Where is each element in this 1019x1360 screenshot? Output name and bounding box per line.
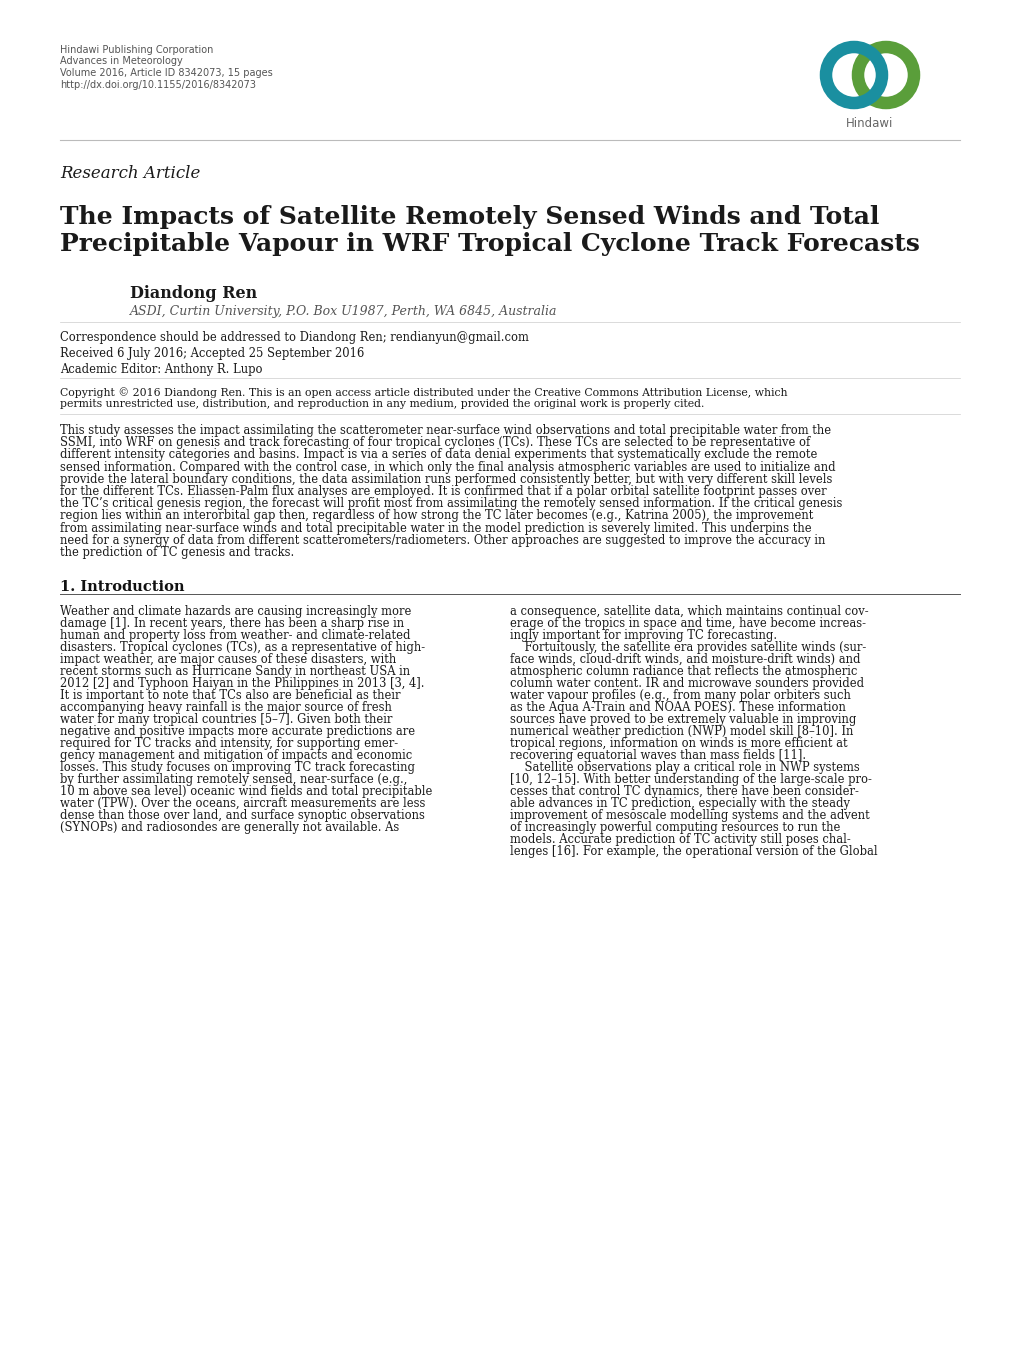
Text: (SYNOPs) and radiosondes are generally not available. As: (SYNOPs) and radiosondes are generally n…	[60, 821, 398, 834]
Text: need for a synergy of data from different scatterometers/radiometers. Other appr: need for a synergy of data from differen…	[60, 533, 824, 547]
Text: from assimilating near-surface winds and total precipitable water in the model p: from assimilating near-surface winds and…	[60, 522, 811, 534]
Text: Academic Editor: Anthony R. Lupo: Academic Editor: Anthony R. Lupo	[60, 363, 262, 375]
Text: 10 m above sea level) oceanic wind fields and total precipitable: 10 m above sea level) oceanic wind field…	[60, 785, 432, 798]
Text: models. Accurate prediction of TC activity still poses chal-: models. Accurate prediction of TC activi…	[510, 834, 850, 846]
Text: Fortuitously, the satellite era provides satellite winds (sur-: Fortuitously, the satellite era provides…	[510, 641, 865, 654]
Text: Correspondence should be addressed to Diandong Ren; rendianyun@gmail.com: Correspondence should be addressed to Di…	[60, 330, 529, 344]
Text: face winds, cloud-drift winds, and moisture-drift winds) and: face winds, cloud-drift winds, and moist…	[510, 653, 860, 666]
Text: the prediction of TC genesis and tracks.: the prediction of TC genesis and tracks.	[60, 545, 293, 559]
Text: disasters. Tropical cyclones (TCs), as a representative of high-: disasters. Tropical cyclones (TCs), as a…	[60, 641, 425, 654]
Text: Advances in Meteorology: Advances in Meteorology	[60, 57, 182, 67]
Text: lenges [16]. For example, the operational version of the Global: lenges [16]. For example, the operationa…	[510, 845, 876, 858]
Text: dense than those over land, and surface synoptic observations: dense than those over land, and surface …	[60, 809, 425, 823]
Text: sensed information. Compared with the control case, in which only the final anal: sensed information. Compared with the co…	[60, 461, 835, 473]
Text: Research Article: Research Article	[60, 165, 200, 182]
Text: It is important to note that TCs also are beneficial as their: It is important to note that TCs also ar…	[60, 690, 400, 702]
Text: atmospheric column radiance that reflects the atmospheric: atmospheric column radiance that reflect…	[510, 665, 857, 679]
Text: Hindawi Publishing Corporation: Hindawi Publishing Corporation	[60, 45, 213, 54]
Text: for the different TCs. Eliassen-Palm flux analyses are employed. It is confirmed: for the different TCs. Eliassen-Palm flu…	[60, 486, 825, 498]
Text: permits unrestricted use, distribution, and reproduction in any medium, provided: permits unrestricted use, distribution, …	[60, 398, 704, 409]
Text: This study assesses the impact assimilating the scatterometer near-surface wind : This study assesses the impact assimilat…	[60, 424, 830, 437]
Text: water for many tropical countries [5–7]. Given both their: water for many tropical countries [5–7].…	[60, 713, 392, 726]
Text: human and property loss from weather- and climate-related: human and property loss from weather- an…	[60, 630, 410, 642]
Text: damage [1]. In recent years, there has been a sharp rise in: damage [1]. In recent years, there has b…	[60, 617, 404, 630]
Text: column water content. IR and microwave sounders provided: column water content. IR and microwave s…	[510, 677, 863, 691]
Text: ASDI, Curtin University, P.O. Box U1987, Perth, WA 6845, Australia: ASDI, Curtin University, P.O. Box U1987,…	[129, 305, 557, 318]
Text: Received 6 July 2016; Accepted 25 September 2016: Received 6 July 2016; Accepted 25 Septem…	[60, 347, 364, 360]
Text: able advances in TC prediction, especially with the steady: able advances in TC prediction, especial…	[510, 797, 849, 811]
Text: the TC’s critical genesis region, the forecast will profit most from assimilatin: the TC’s critical genesis region, the fo…	[60, 498, 842, 510]
Text: required for TC tracks and intensity, for supporting emer-: required for TC tracks and intensity, fo…	[60, 737, 397, 751]
Text: SSMI, into WRF on genesis and track forecasting of four tropical cyclones (TCs).: SSMI, into WRF on genesis and track fore…	[60, 437, 809, 449]
Text: Precipitable Vapour in WRF Tropical Cyclone Track Forecasts: Precipitable Vapour in WRF Tropical Cycl…	[60, 233, 919, 256]
Text: gency management and mitigation of impacts and economic: gency management and mitigation of impac…	[60, 749, 412, 762]
Text: sources have proved to be extremely valuable in improving: sources have proved to be extremely valu…	[510, 713, 856, 726]
Text: 2012 [2] and Typhoon Haiyan in the Philippines in 2013 [3, 4].: 2012 [2] and Typhoon Haiyan in the Phili…	[60, 677, 424, 691]
Text: different intensity categories and basins. Impact is via a series of data denial: different intensity categories and basin…	[60, 449, 816, 461]
Text: by further assimilating remotely sensed, near-surface (e.g.,: by further assimilating remotely sensed,…	[60, 774, 407, 786]
Text: Copyright © 2016 Diandong Ren. This is an open access article distributed under : Copyright © 2016 Diandong Ren. This is a…	[60, 388, 787, 397]
Text: http://dx.doi.org/10.1155/2016/8342073: http://dx.doi.org/10.1155/2016/8342073	[60, 79, 256, 90]
Text: Weather and climate hazards are causing increasingly more: Weather and climate hazards are causing …	[60, 605, 411, 619]
Text: erage of the tropics in space and time, have become increas-: erage of the tropics in space and time, …	[510, 617, 865, 630]
Text: Satellite observations play a critical role in NWP systems: Satellite observations play a critical r…	[510, 762, 859, 774]
Text: Hindawi: Hindawi	[846, 117, 893, 131]
Text: numerical weather prediction (NWP) model skill [8–10]. In: numerical weather prediction (NWP) model…	[510, 725, 853, 738]
Text: ingly important for improving TC forecasting.: ingly important for improving TC forecas…	[510, 630, 776, 642]
Text: [10, 12–15]. With better understanding of the large-scale pro-: [10, 12–15]. With better understanding o…	[510, 774, 871, 786]
Text: provide the lateral boundary conditions, the data assimilation runs performed co: provide the lateral boundary conditions,…	[60, 473, 832, 486]
Text: tropical regions, information on winds is more efficient at: tropical regions, information on winds i…	[510, 737, 847, 751]
Text: as the Aqua A-Train and NOAA POES). These information: as the Aqua A-Train and NOAA POES). Thes…	[510, 702, 845, 714]
Text: of increasingly powerful computing resources to run the: of increasingly powerful computing resou…	[510, 821, 840, 834]
Text: Diandong Ren: Diandong Ren	[129, 286, 257, 302]
Text: water (TPW). Over the oceans, aircraft measurements are less: water (TPW). Over the oceans, aircraft m…	[60, 797, 425, 811]
Text: impact weather, are major causes of these disasters, with: impact weather, are major causes of thes…	[60, 653, 395, 666]
Text: recovering equatorial waves than mass fields [11].: recovering equatorial waves than mass fi…	[510, 749, 805, 762]
Text: 1. Introduction: 1. Introduction	[60, 581, 184, 594]
Text: region lies within an interorbital gap then, regardless of how strong the TC lat: region lies within an interorbital gap t…	[60, 510, 812, 522]
Text: improvement of mesoscale modelling systems and the advent: improvement of mesoscale modelling syste…	[510, 809, 869, 823]
Text: recent storms such as Hurricane Sandy in northeast USA in: recent storms such as Hurricane Sandy in…	[60, 665, 410, 679]
Text: negative and positive impacts more accurate predictions are: negative and positive impacts more accur…	[60, 725, 415, 738]
Text: a consequence, satellite data, which maintains continual cov-: a consequence, satellite data, which mai…	[510, 605, 868, 619]
Text: cesses that control TC dynamics, there have been consider-: cesses that control TC dynamics, there h…	[510, 785, 858, 798]
Text: The Impacts of Satellite Remotely Sensed Winds and Total: The Impacts of Satellite Remotely Sensed…	[60, 205, 878, 228]
Text: water vapour profiles (e.g., from many polar orbiters such: water vapour profiles (e.g., from many p…	[510, 690, 850, 702]
Text: accompanying heavy rainfall is the major source of fresh: accompanying heavy rainfall is the major…	[60, 702, 391, 714]
Text: losses. This study focuses on improving TC track forecasting: losses. This study focuses on improving …	[60, 762, 415, 774]
Text: Volume 2016, Article ID 8342073, 15 pages: Volume 2016, Article ID 8342073, 15 page…	[60, 68, 272, 78]
